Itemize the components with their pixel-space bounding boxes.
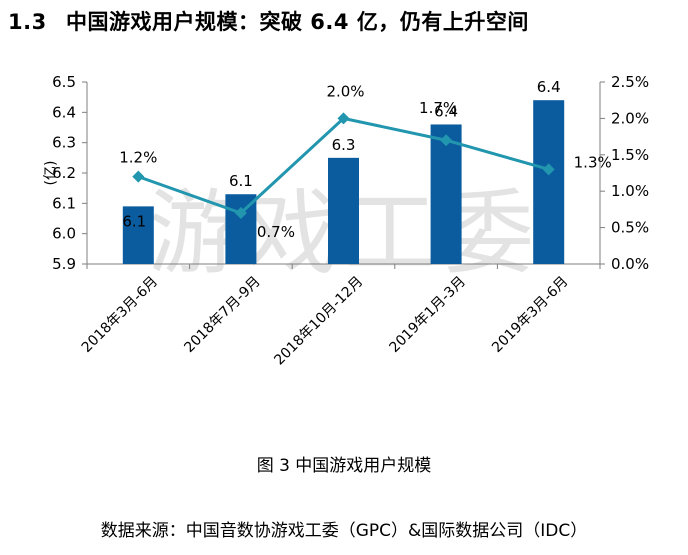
bar-value-label: 6.1 bbox=[229, 172, 253, 190]
user-scale-chart: 游戏工委5.96.06.16.26.36.46.50.0%0.5%1.0%1.5… bbox=[43, 73, 649, 369]
right-tick-label: 1.0% bbox=[611, 182, 649, 200]
figure-caption: 图 3 中国游戏用户规模 bbox=[256, 456, 432, 476]
right-tick-label: 0.0% bbox=[611, 255, 649, 273]
bar-value-label: 6.1 bbox=[122, 212, 146, 230]
x-category-label: 2018年3月-6月 bbox=[79, 274, 161, 356]
growth-rate-point bbox=[542, 163, 555, 176]
growth-rate-label: 2.0% bbox=[326, 82, 364, 100]
x-category-label: 2018年10月-12月 bbox=[271, 274, 366, 369]
left-tick-label: 6.3 bbox=[52, 134, 76, 152]
right-tick-label: 0.5% bbox=[611, 219, 649, 237]
left-tick-label: 6.5 bbox=[52, 73, 76, 91]
growth-rate-point bbox=[440, 134, 453, 147]
bar-value-label: 6.4 bbox=[537, 78, 561, 96]
left-tick-label: 5.9 bbox=[52, 255, 76, 273]
bar-value-label: 6.3 bbox=[332, 136, 356, 154]
section-number: 1.3 bbox=[8, 10, 47, 34]
growth-rate-point bbox=[337, 112, 350, 125]
bar bbox=[533, 100, 565, 264]
right-tick-label: 2.0% bbox=[611, 109, 649, 127]
left-tick-label: 6.4 bbox=[52, 103, 76, 121]
growth-rate-label: 1.2% bbox=[119, 149, 157, 167]
bar bbox=[328, 157, 359, 264]
growth-rate-label: 0.7% bbox=[257, 223, 295, 241]
right-tick-label: 2.5% bbox=[611, 73, 649, 91]
section-heading: 1.3 中国游戏用户规模：突破 6.4 亿，仍有上升空间 bbox=[8, 6, 529, 36]
section-title: 中国游戏用户规模：突破 6.4 亿，仍有上升空间 bbox=[66, 10, 529, 34]
growth-rate-point bbox=[132, 170, 145, 183]
bar bbox=[122, 206, 154, 264]
left-axis-title: (亿) bbox=[43, 161, 59, 186]
data-source-note: 数据来源：中国音数协游戏工委（GPC）&国际数据公司（IDC） bbox=[100, 521, 588, 541]
left-tick-label: 6.2 bbox=[52, 164, 76, 182]
growth-rate-label: 1.7% bbox=[419, 99, 457, 117]
left-tick-label: 6.0 bbox=[52, 225, 76, 243]
growth-rate-point bbox=[234, 207, 247, 220]
left-tick-label: 6.1 bbox=[52, 194, 76, 212]
right-tick-label: 1.5% bbox=[611, 146, 649, 164]
bar-value-label: 6.4 bbox=[434, 102, 458, 120]
bar bbox=[430, 124, 462, 264]
bar bbox=[225, 194, 257, 264]
growth-rate-label: 1.3% bbox=[574, 153, 612, 171]
